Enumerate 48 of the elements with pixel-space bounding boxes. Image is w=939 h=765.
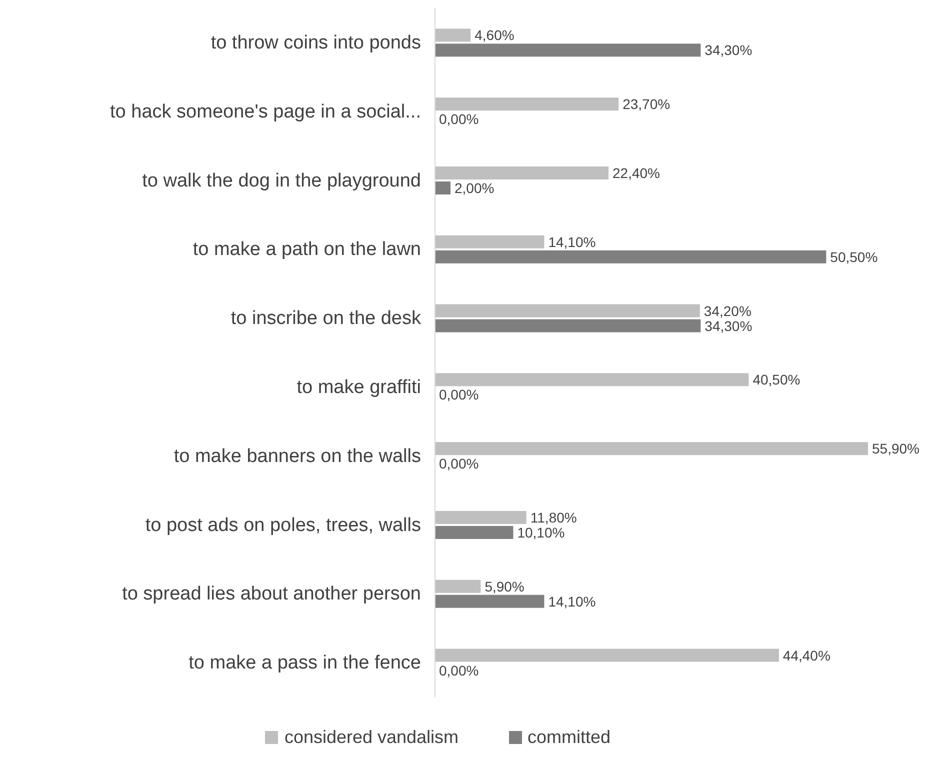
data-label: 14,10% bbox=[548, 234, 596, 250]
y-tick-label: to post ads on poles, trees, walls bbox=[145, 514, 421, 536]
data-label: 0,00% bbox=[439, 386, 479, 403]
legend-label: committed bbox=[526, 727, 611, 748]
bar bbox=[435, 181, 450, 194]
data-label: 10,10% bbox=[517, 524, 565, 540]
y-tick-label: to make graffiti bbox=[296, 376, 421, 398]
bar bbox=[435, 319, 701, 332]
y-tick-label: to hack someone's page in a social... bbox=[110, 101, 421, 122]
data-label: 0,00% bbox=[439, 662, 479, 678]
data-label: 5,90% bbox=[484, 578, 524, 594]
data-label: 22,40% bbox=[612, 164, 660, 181]
bar bbox=[435, 373, 749, 386]
bar bbox=[435, 526, 514, 539]
bar bbox=[435, 44, 701, 57]
bar bbox=[435, 510, 526, 524]
y-tick-label: to spread lies about another person bbox=[122, 584, 421, 605]
bar bbox=[435, 98, 619, 111]
bar bbox=[435, 28, 471, 42]
data-label: 23,70% bbox=[622, 96, 670, 112]
data-label: 0,00% bbox=[439, 456, 479, 472]
bar bbox=[435, 594, 544, 608]
data-label: 2,00% bbox=[454, 180, 494, 196]
y-tick-label: to throw coins into ponds bbox=[210, 32, 421, 54]
bar bbox=[435, 580, 481, 593]
y-tick-label: to inscribe on the desk bbox=[230, 308, 422, 330]
y-tick-label: to walk the dog in the playground bbox=[142, 170, 421, 192]
bar bbox=[435, 442, 868, 456]
data-label: 34,30% bbox=[704, 42, 752, 58]
data-label: 55,90% bbox=[872, 440, 920, 457]
bar bbox=[435, 235, 544, 248]
data-label: 34,30% bbox=[704, 318, 752, 334]
bar bbox=[435, 648, 779, 662]
bar bbox=[435, 166, 609, 180]
bar bbox=[435, 250, 826, 264]
bar bbox=[435, 304, 700, 318]
data-label: 34,20% bbox=[704, 302, 752, 319]
data-label: 0,00% bbox=[439, 111, 479, 128]
legend-label: considered vandalism bbox=[283, 727, 459, 748]
y-tick-label: to make a path on the lawn bbox=[192, 239, 421, 260]
y-tick-label: to make a pass in the fence bbox=[188, 652, 421, 674]
data-label: 11,80% bbox=[530, 509, 577, 526]
data-label: 40,50% bbox=[752, 372, 800, 388]
data-label: 14,10% bbox=[548, 593, 596, 610]
data-label: 4,60% bbox=[474, 27, 514, 44]
y-tick-label: to make banners on the walls bbox=[174, 446, 421, 467]
data-label: 44,40% bbox=[782, 647, 830, 664]
data-label: 50,50% bbox=[830, 248, 878, 265]
